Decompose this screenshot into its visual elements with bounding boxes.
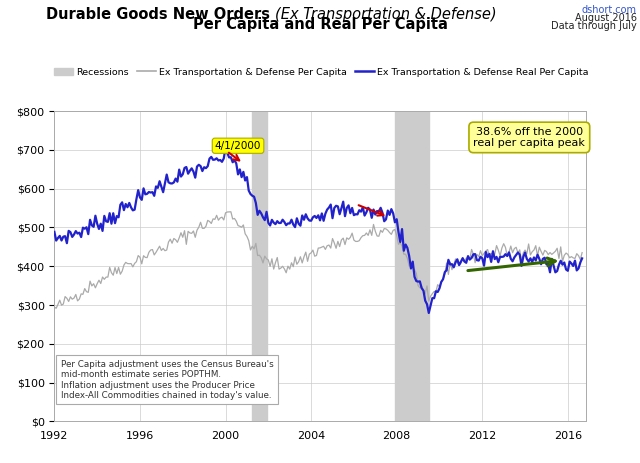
Text: Durable Goods New Orders: Durable Goods New Orders [46,7,275,22]
Text: Per Capita and Real Per Capita: Per Capita and Real Per Capita [193,17,447,32]
Legend: Recessions, Ex Transportation & Defense Per Capita, Ex Transportation & Defense : Recessions, Ex Transportation & Defense … [54,68,589,77]
Text: 4/1/2000: 4/1/2000 [215,141,261,151]
Text: Data through July: Data through July [551,21,637,31]
Text: dshort.com: dshort.com [582,5,637,15]
Text: August 2016: August 2016 [575,13,637,23]
Text: 38.6% off the 2000
real per capita peak: 38.6% off the 2000 real per capita peak [474,126,585,148]
Bar [395,111,429,421]
Bar [252,111,267,421]
Text: (Ex Transportation & Defense): (Ex Transportation & Defense) [275,7,497,22]
Text: Per Capita adjustment uses the Census Bureau's
mid-month estimate series POPTHM.: Per Capita adjustment uses the Census Bu… [61,360,273,400]
